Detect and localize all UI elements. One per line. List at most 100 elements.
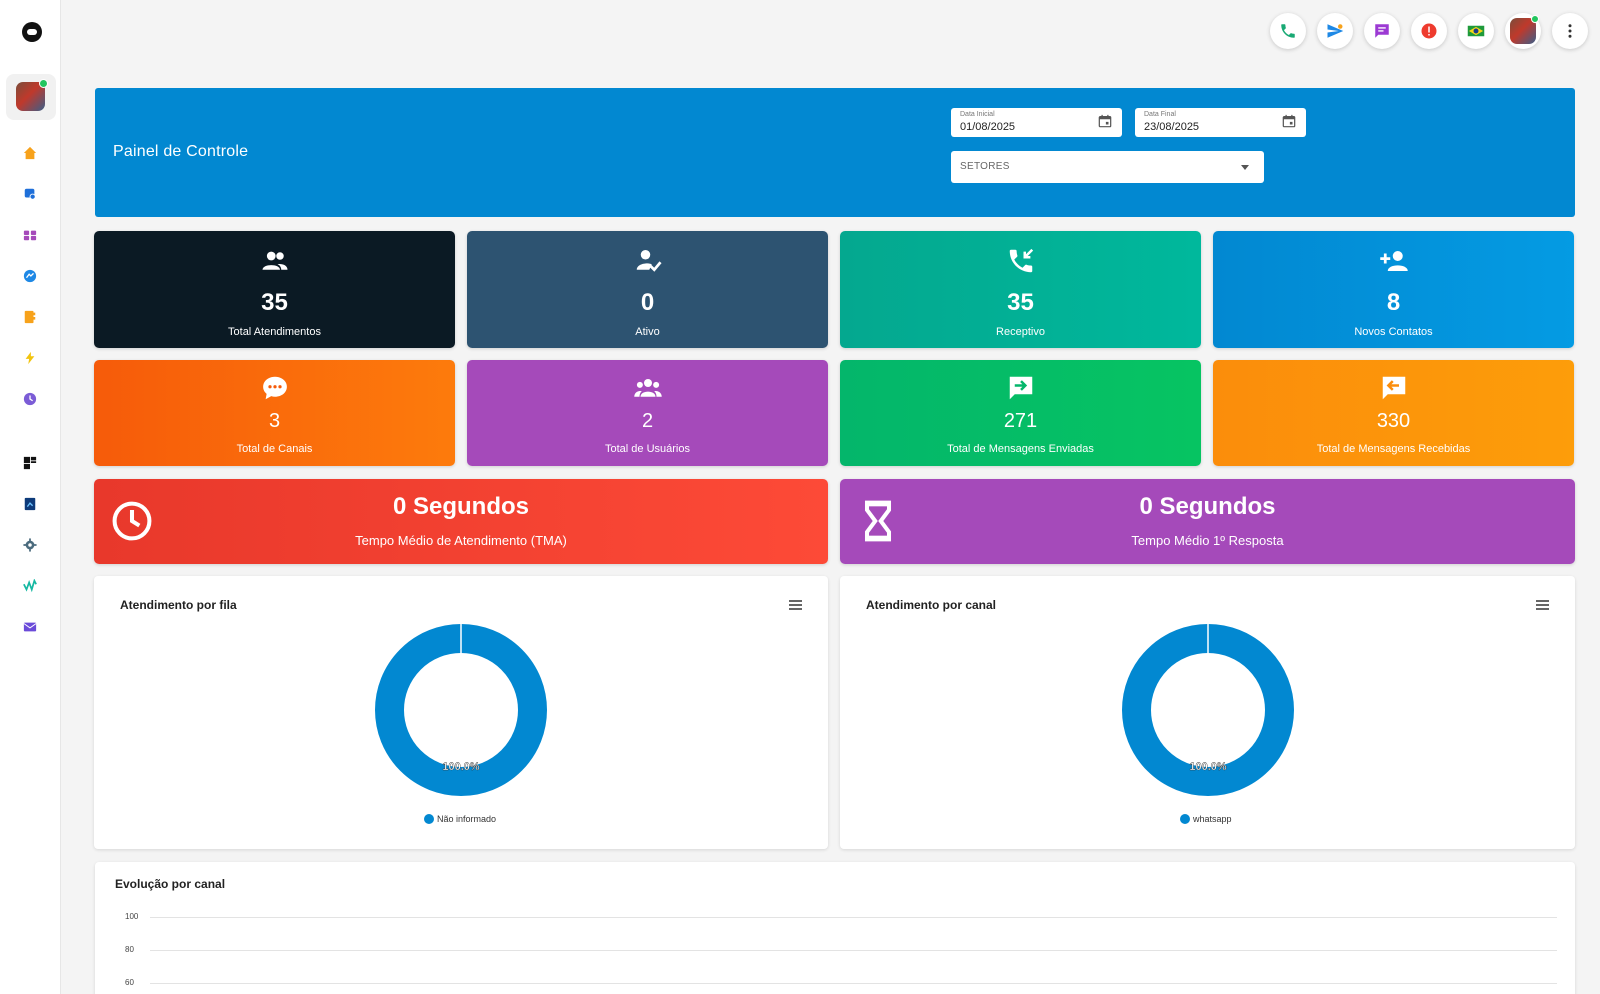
flash-icon[interactable]: [22, 350, 38, 366]
card-total-atendimentos: 35 Total Atendimentos: [94, 231, 455, 348]
donut-chart: 100.0%: [375, 623, 547, 796]
grid-line: [150, 917, 1557, 918]
chevron-down-icon[interactable]: [1241, 165, 1249, 170]
card-mensagens-recebidas: 330 Total de Mensagens Recebidas: [1213, 360, 1574, 466]
card-value: 271: [1003, 410, 1038, 432]
legend-swatch: [424, 814, 434, 824]
chart-title: Evolução por canal: [115, 877, 226, 891]
chart-panel-fila: Atendimento por fila 100.0% Não informad…: [94, 576, 828, 849]
brazil-flag-icon[interactable]: [1458, 13, 1494, 49]
message-icon[interactable]: [1364, 13, 1400, 49]
y-tick-label: 100: [125, 912, 139, 921]
card-total-canais: 3 Total de Canais: [94, 360, 455, 466]
person-add-icon: [1377, 246, 1411, 276]
data-label: 100.0%: [442, 761, 480, 773]
grid-line: [150, 950, 1557, 951]
alert-icon[interactable]: [1411, 13, 1447, 49]
card-label: Ativo: [635, 326, 660, 338]
chart-menu-icon[interactable]: [1536, 600, 1549, 610]
header-banner: Painel de Controle Data Inicial 01/08/20…: [95, 88, 1575, 217]
data-label: 100.0%: [1189, 761, 1227, 773]
card-label: Total de Canais: [236, 443, 313, 455]
chart-title: Atendimento por canal: [866, 598, 997, 612]
card-value: 35: [261, 289, 288, 316]
date-start-field[interactable]: Data Inicial 01/08/2025: [951, 108, 1122, 137]
card-label: Total de Mensagens Recebidas: [1316, 443, 1471, 455]
online-status-dot: [39, 79, 48, 88]
card-value: 35: [1007, 289, 1034, 316]
page-title: Painel de Controle: [113, 143, 249, 160]
message-forward-icon: [1004, 373, 1038, 403]
card-first-response: 0 Segundos Tempo Médio 1º Resposta: [840, 479, 1575, 564]
tma-label: Tempo Médio de Atendimento (TMA): [355, 533, 567, 548]
home-icon[interactable]: [22, 145, 38, 161]
card-total-usuarios: 2 Total de Usuários: [467, 360, 828, 466]
card-receptivo: 35 Receptivo: [840, 231, 1201, 348]
sectors-placeholder: SETORES: [960, 161, 1010, 172]
report-icon[interactable]: [22, 496, 38, 512]
date-end-label: Data Final: [1144, 111, 1176, 118]
avatar: [1510, 15, 1539, 44]
date-end-value[interactable]: 23/08/2025: [1144, 121, 1200, 133]
grid-line: [150, 983, 1557, 984]
sectors-select[interactable]: SETORES: [951, 151, 1264, 183]
messenger-icon[interactable]: [22, 268, 38, 284]
card-label: Novos Contatos: [1354, 326, 1433, 338]
online-status-dot: [1531, 15, 1539, 23]
hourglass-icon: [864, 500, 892, 542]
card-ativo: 0 Ativo: [467, 231, 828, 348]
user-avatar-button[interactable]: [1505, 13, 1541, 49]
chart-menu-icon[interactable]: [789, 600, 802, 610]
sidebar-profile[interactable]: [6, 74, 56, 120]
app-logo-icon[interactable]: [22, 22, 42, 42]
send-icon[interactable]: [1317, 13, 1353, 49]
clock-icon: [112, 501, 152, 541]
sidebar: [0, 0, 61, 994]
kanban-icon[interactable]: [22, 227, 38, 243]
topbar-icons: [1270, 13, 1588, 49]
card-value: 3: [268, 410, 281, 432]
chart-panel-canal: Atendimento por canal 100.0% whatsapp: [840, 576, 1575, 849]
chart-legend[interactable]: whatsapp: [1180, 814, 1232, 824]
group-icon: [258, 246, 292, 276]
card-value: 2: [641, 410, 654, 432]
chart-panel-evolucao: Evolução por canal 100 80 60: [95, 862, 1575, 994]
contacts-icon[interactable]: [22, 309, 38, 325]
calendar-icon[interactable]: [1098, 114, 1112, 128]
first-response-value: 0 Segundos: [1139, 493, 1276, 520]
card-label: Receptivo: [996, 326, 1045, 338]
card-label: Total de Usuários: [605, 443, 690, 455]
date-start-value[interactable]: 01/08/2025: [960, 121, 1016, 133]
date-start-label: Data Inicial: [960, 111, 995, 118]
chart-title: Atendimento por fila: [120, 598, 237, 612]
incoming-call-icon: [1004, 246, 1038, 276]
first-response-label: Tempo Médio 1º Resposta: [1131, 533, 1284, 548]
user-check-icon: [631, 246, 665, 276]
y-tick-label: 80: [125, 945, 134, 954]
settings-icon[interactable]: [22, 537, 38, 553]
chat-bubble-icon: [258, 373, 292, 403]
legend-label: whatsapp: [1193, 814, 1232, 824]
card-tma: 0 Segundos Tempo Médio de Atendimento (T…: [94, 479, 828, 564]
legend-label: Não informado: [437, 814, 497, 824]
phone-icon[interactable]: [1270, 13, 1306, 49]
donut-chart: 100.0%: [1122, 623, 1294, 796]
chat-search-icon[interactable]: [22, 186, 38, 202]
card-label: Total de Mensagens Enviadas: [947, 443, 1094, 455]
more-vert-icon[interactable]: [1552, 13, 1588, 49]
email-icon[interactable]: [22, 619, 38, 635]
date-end-field[interactable]: Data Final 23/08/2025: [1135, 108, 1306, 137]
dashboard-icon[interactable]: [22, 455, 38, 471]
tma-value: 0 Segundos: [392, 493, 530, 520]
schedule-icon[interactable]: [22, 391, 38, 407]
legend-swatch: [1180, 814, 1190, 824]
card-label: Total Atendimentos: [228, 326, 321, 338]
message-reply-icon: [1377, 373, 1411, 403]
y-tick-label: 60: [125, 978, 134, 987]
card-value: 8: [1386, 289, 1401, 316]
waveform-icon[interactable]: [22, 578, 38, 594]
card-value: 330: [1376, 410, 1411, 432]
avatar: [16, 79, 48, 111]
calendar-icon[interactable]: [1282, 114, 1296, 128]
chart-legend[interactable]: Não informado: [424, 814, 496, 824]
